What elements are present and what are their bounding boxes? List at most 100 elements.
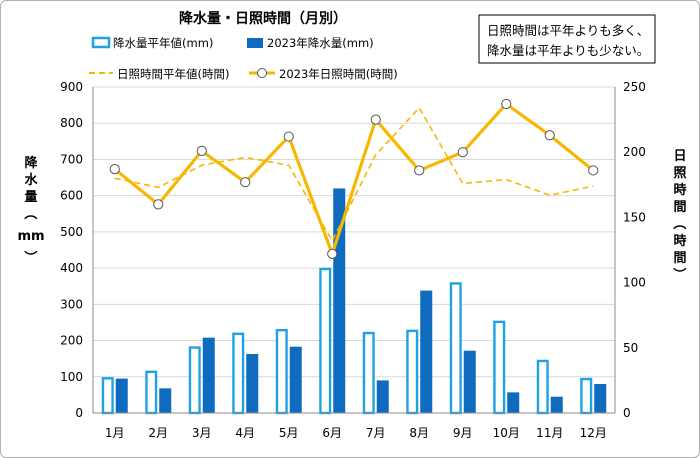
bar-rain-normal: [493, 320, 506, 415]
bar-rain-normal: [319, 267, 332, 415]
bar-rain-2023: [376, 380, 389, 413]
y-left-tick-label: 600: [60, 189, 83, 203]
y-left-ticks: 0 100 200 300 400 500 600 700 800 900: [60, 80, 83, 420]
point-sun-2023: [501, 98, 512, 110]
bar-rain-normal: [536, 359, 549, 415]
y-right-label-char: 日: [673, 149, 686, 164]
y-right-tick-label: 150: [623, 210, 646, 224]
y-left-label-char: 降: [24, 155, 38, 171]
lines: [109, 98, 599, 260]
bar-rain-normal: [101, 377, 114, 415]
y-left-tick-label: 900: [60, 80, 83, 94]
y-right-label-char: 時: [673, 233, 686, 249]
point-sun-2023: [544, 130, 555, 141]
legend-label-rain-normal: 降水量平年値(mm): [113, 36, 213, 50]
legend-label-sun-normal: 日照時間平年値(時間): [117, 67, 229, 81]
bar-rain-2023: [507, 392, 520, 413]
annotation-line-2: 降水量は平年よりも少ない。: [487, 43, 649, 58]
bar-rain-2023: [202, 337, 215, 413]
x-tick-label: 9月: [453, 426, 473, 440]
annotation-box: 日照時間は平年よりも多く、 降水量は平年よりも少ない。: [478, 14, 656, 64]
bar-rain-normal: [145, 370, 158, 415]
bar-rain-2023: [420, 290, 433, 413]
y-right-label-char: 間: [673, 251, 686, 266]
bar-rain-normal: [362, 331, 375, 415]
y-right-axis-label: 日照時間（時間）: [671, 149, 687, 281]
y-left-tick-label: 800: [60, 116, 83, 130]
x-tick-label: 6月: [322, 426, 342, 440]
y-right-label-char: （: [671, 216, 687, 229]
bar-rain-2023: [115, 378, 128, 413]
point-sun-2023: [370, 114, 381, 125]
legend-item-sun-2023: 2023年日照時間(時間): [249, 67, 398, 81]
y-left-tick-label: 500: [60, 225, 83, 239]
y-right-label-char: 照: [673, 166, 686, 181]
x-tick-label: 12月: [580, 426, 607, 440]
bar-rain-normal: [232, 332, 245, 415]
chart-title: 降水量・日照時間（月別）: [179, 10, 347, 27]
y-right-tick-label: 0: [623, 406, 631, 420]
x-tick-label: 4月: [235, 426, 255, 440]
y-right-tick-label: 50: [623, 341, 638, 355]
y-left-tick-label: 400: [60, 261, 83, 275]
bar-rain-normal: [275, 328, 288, 415]
y-left-label-char: 水: [24, 172, 38, 188]
line-sun-2023: [113, 102, 595, 256]
y-left-tick-label: 700: [60, 152, 83, 166]
legend-label-rain-2023: 2023年降水量(mm): [267, 36, 374, 50]
y-right-tick-label: 250: [623, 80, 646, 94]
legend-item-rain-normal: 降水量平年値(mm): [91, 36, 213, 50]
y-right-label-char: ）: [671, 267, 687, 280]
y-right-tick-label: 100: [623, 276, 646, 290]
point-sun-2023: [283, 131, 294, 142]
x-tick-label: 7月: [366, 426, 386, 440]
legend-item-rain-2023: 2023年降水量(mm): [247, 36, 374, 50]
x-tick-label: 8月: [409, 426, 429, 440]
point-sun-2023: [153, 199, 164, 210]
y-left-tick-label: 0: [75, 406, 83, 420]
x-tick-label: 2月: [148, 426, 168, 440]
y-left-axis-label: 降水量（ mm ）: [17, 155, 44, 264]
legend: 降水量平年値(mm) 2023年降水量(mm) 日照時間平年値(時間) 2023…: [89, 36, 398, 81]
bar-rain-2023: [463, 350, 476, 413]
y-left-label-char: （: [22, 206, 38, 219]
x-tick-label: 10月: [493, 426, 520, 440]
bar-rain-2023: [289, 346, 302, 413]
y-left-tick-label: 200: [60, 334, 83, 348]
point-sun-2023: [327, 248, 338, 260]
y-right-label-char: 時: [673, 182, 686, 198]
y-right-ticks: 0 50 100 150 200 250: [623, 80, 646, 420]
bar-rain-normal: [188, 346, 201, 415]
x-tick-label: 5月: [279, 426, 299, 440]
bar-rain-2023: [594, 384, 607, 413]
bar-rain-2023: [550, 396, 563, 413]
bar-rain-2023: [159, 388, 172, 413]
axes: [92, 87, 616, 414]
bar-rain-normal: [580, 377, 593, 415]
bar-rain-normal: [406, 329, 419, 415]
point-sun-2023: [588, 165, 599, 176]
point-sun-2023: [414, 165, 425, 176]
gridlines: [93, 86, 615, 378]
y-left-label-char: ）: [22, 250, 38, 263]
line-sun-normal: [114, 106, 594, 243]
x-tick-label: 3月: [192, 426, 212, 440]
x-tick-label: 1月: [105, 426, 125, 440]
y-left-label-unit: mm: [17, 229, 44, 244]
y-left-label-char: 量: [24, 190, 37, 205]
point-sun-2023: [457, 147, 468, 158]
x-tick-label: 11月: [536, 426, 563, 440]
point-sun-2023: [240, 177, 251, 188]
x-ticks: 1月 2月 3月 4月 5月 6月 7月 8月 9月 10月 11月 12月: [105, 426, 607, 440]
y-right-label-char: 間: [673, 200, 686, 215]
point-sun-2023: [109, 164, 120, 175]
point-sun-2023: [196, 145, 207, 156]
bar-rain-2023: [246, 353, 259, 413]
legend-item-sun-normal: 日照時間平年値(時間): [89, 67, 229, 81]
annotation-line-1: 日照時間は平年よりも多く、: [487, 23, 649, 38]
bar-rain-normal: [449, 282, 462, 415]
legend-label-sun-2023: 2023年日照時間(時間): [279, 67, 398, 81]
y-right-tick-label: 200: [623, 145, 646, 159]
